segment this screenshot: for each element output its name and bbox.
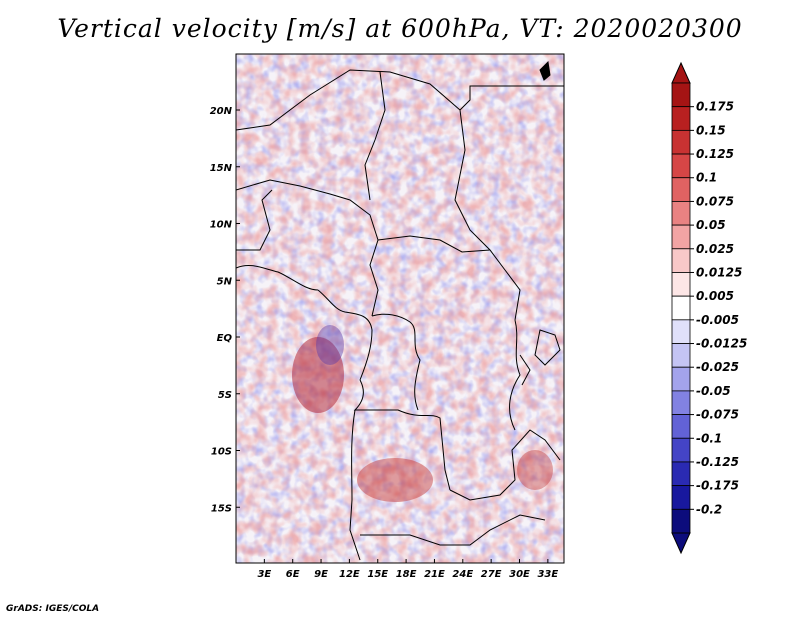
latitude-axis: 20N 15N 10N 5N EQ 5S 10S 15S <box>210 106 240 514</box>
colorbar-swatch <box>671 295 691 321</box>
colorbar-label: -0.0125 <box>696 337 747 351</box>
lon-tick-label: 9E <box>314 569 328 580</box>
lat-tick-label: 5S <box>218 390 232 401</box>
colorbar-label: 0.075 <box>696 194 734 208</box>
grads-credit: GrADS: IGES/COLA <box>6 604 100 614</box>
colorbar-swatch <box>671 82 691 108</box>
colorbar-swatch <box>671 248 691 273</box>
colorbar-label: 0.025 <box>696 242 734 256</box>
country-borders <box>236 60 564 561</box>
chart-title: Vertical velocity [m/s] at 600hPa, VT: 2… <box>57 14 743 43</box>
colorbar-label: 0.15 <box>696 123 726 137</box>
colorbar-over-arrow <box>671 61 691 84</box>
map-frame <box>235 53 565 564</box>
colorbar: 0.175 0.15 0.125 0.1 0.075 0.05 0.025 0.0125 0.0… <box>671 61 747 555</box>
lat-tick-label: 10S <box>211 447 232 458</box>
lat-tick-label: 5N <box>217 276 233 287</box>
colorbar-swatch <box>671 319 691 344</box>
colorbar-swatch <box>671 390 691 415</box>
colorbar-label: -0.1 <box>696 431 722 445</box>
lon-tick-label: 6E <box>286 569 300 580</box>
longitude-axis: 3E 6E 9E 12E 15E 18E 21E 24E 27E 30E 33E <box>257 559 558 580</box>
colorbar-swatch <box>671 508 691 534</box>
lon-tick-label: 24E <box>452 569 473 580</box>
colorbar-label: -0.125 <box>696 455 739 469</box>
colorbar-swatch <box>671 414 691 439</box>
lat-tick-label: EQ <box>217 333 233 344</box>
lon-tick-label: 18E <box>396 569 417 580</box>
colorbar-swatch <box>671 153 691 179</box>
colorbar-label: -0.2 <box>696 502 722 516</box>
colorbar-swatch <box>671 366 691 392</box>
lat-tick-label: 15N <box>210 163 233 174</box>
colorbar-swatch <box>671 461 691 487</box>
lon-tick-label: 12E <box>339 569 360 580</box>
colorbar-label: -0.025 <box>696 360 739 374</box>
colorbar-swatch <box>671 224 691 250</box>
colorbar-label: 0.005 <box>696 289 734 303</box>
colorbar-swatch <box>671 272 691 297</box>
colorbar-label: -0.05 <box>696 384 731 398</box>
colorbar-swatch <box>671 129 691 155</box>
colorbar-label: -0.005 <box>696 313 739 327</box>
lat-tick-label: 15S <box>211 503 232 514</box>
lon-tick-label: 21E <box>424 569 445 580</box>
lon-tick-label: 15E <box>367 569 388 580</box>
velocity-field <box>236 54 564 563</box>
colorbar-label: 0.0125 <box>696 265 742 279</box>
colorbar-label: 0.125 <box>696 147 734 161</box>
lon-tick-label: 33E <box>537 569 558 580</box>
colorbar-label: 0.05 <box>696 218 726 232</box>
lon-tick-label: 27E <box>481 569 502 580</box>
colorbar-label: 0.175 <box>696 100 734 114</box>
colorbar-swatch <box>671 437 691 463</box>
colorbar-under-arrow <box>671 532 691 555</box>
colorbar-label: -0.075 <box>696 408 739 422</box>
colorbar-label: 0.1 <box>696 171 717 185</box>
colorbar-swatch <box>671 485 691 510</box>
colorbar-swatch <box>671 106 691 131</box>
lon-tick-label: 30E <box>509 569 530 580</box>
colorbar-swatch <box>671 343 691 368</box>
lat-tick-label: 10N <box>210 220 233 231</box>
colorbar-swatch <box>671 201 691 226</box>
colorbar-label: -0.175 <box>696 479 739 493</box>
lat-tick-label: 20N <box>210 106 233 117</box>
lon-tick-label: 3E <box>257 569 271 580</box>
colorbar-swatch <box>671 177 691 202</box>
